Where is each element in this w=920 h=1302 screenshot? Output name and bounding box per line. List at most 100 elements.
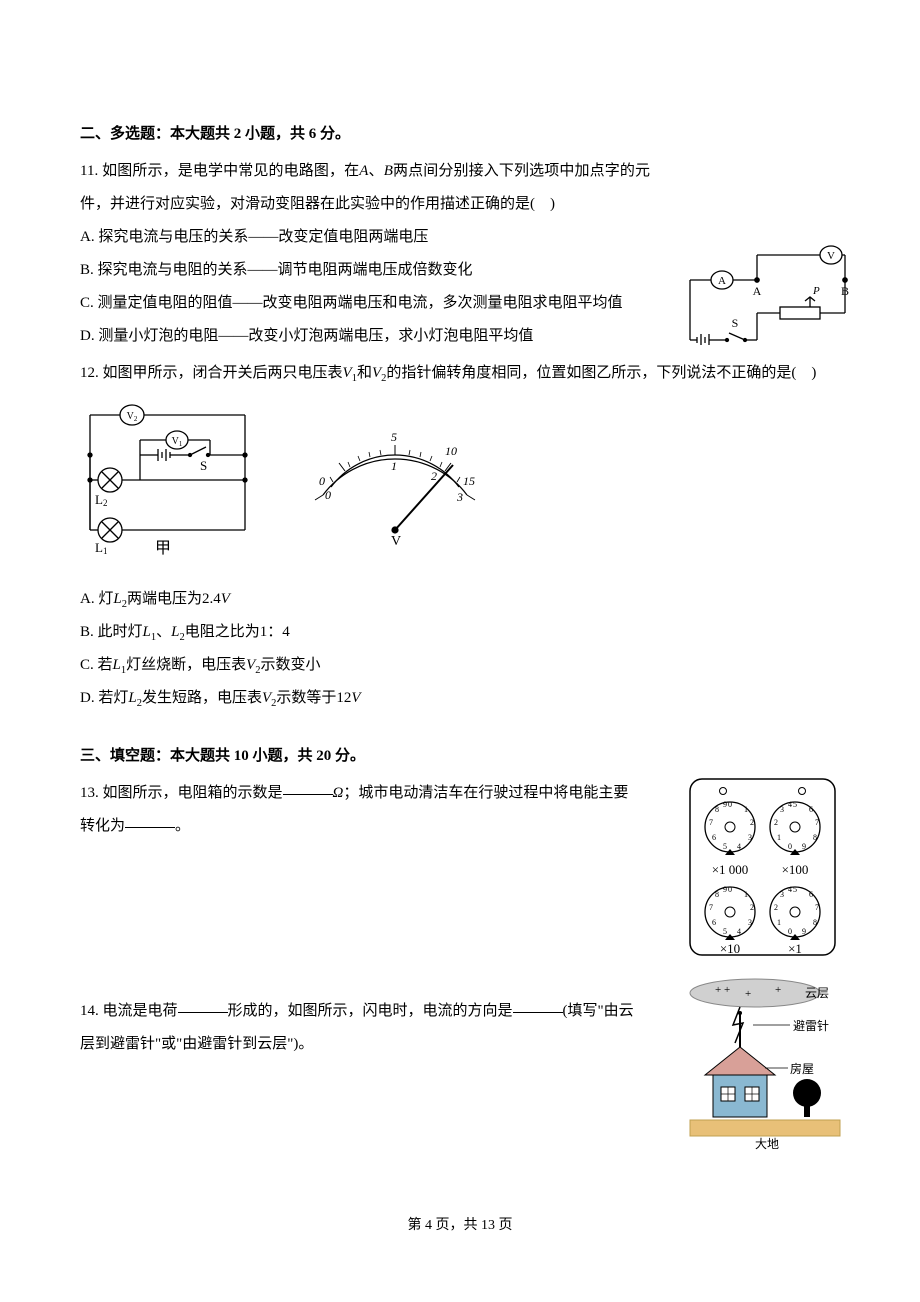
- svg-text:2: 2: [431, 469, 437, 483]
- svg-text:7: 7: [709, 818, 713, 827]
- svg-text:5: 5: [723, 927, 727, 936]
- q11-node-b-label: B: [841, 284, 849, 298]
- q13-dial-x1: ×1: [788, 941, 802, 956]
- svg-text:V2: V2: [127, 411, 138, 423]
- q11-node-a-label: A: [753, 284, 762, 298]
- q14-p1: 电流是电荷: [103, 1003, 178, 1019]
- svg-text:8: 8: [715, 805, 719, 814]
- q12-circuit-jia: V2 V1 S L2 L1 甲: [80, 400, 255, 568]
- svg-text:3: 3: [748, 918, 752, 927]
- q14-ground-label: 大地: [755, 1137, 779, 1150]
- svg-text:1: 1: [777, 833, 781, 842]
- svg-text:0: 0: [728, 800, 732, 809]
- q14-lightning-diagram: + + + + 云层 避雷针 房屋: [685, 975, 840, 1163]
- svg-text:2: 2: [774, 903, 778, 912]
- svg-text:4: 4: [737, 927, 741, 936]
- svg-text:1: 1: [744, 805, 748, 814]
- q13-p1: 如图所示，电阻箱的示数是: [103, 785, 283, 801]
- q12-text-p1: 如图甲所示，闭合开关后两只电压表: [103, 365, 343, 381]
- svg-text:7: 7: [709, 903, 713, 912]
- svg-text:3: 3: [780, 805, 784, 814]
- svg-text:0: 0: [788, 927, 792, 936]
- question-14: 14. 电流是电荷形成的，如图所示，闪电时，电流的方向是(填写"由云层到避雷针"…: [80, 995, 840, 1165]
- q12-option-b: B. 此时灯L1、L2电阻之比为1：4: [80, 616, 840, 649]
- q13-number: 13.: [80, 785, 99, 801]
- page-footer: 第 4 页，共 13 页: [0, 1211, 920, 1242]
- svg-text:6: 6: [712, 833, 716, 842]
- q13-text: 13. 如图所示，电阻箱的示数是Ω；城市电动清洁车在行驶过程中将电能主要转化为。: [80, 777, 640, 843]
- q14-house-label: 房屋: [790, 1061, 814, 1076]
- svg-text:5: 5: [793, 885, 797, 894]
- svg-text:1: 1: [777, 918, 781, 927]
- q11-circuit-diagram: A V A B S P: [685, 245, 850, 345]
- question-13: 13. 如图所示，电阻箱的示数是Ω；城市电动清洁车在行驶过程中将电能主要转化为。…: [80, 777, 840, 947]
- q12-meter-yi: 0 0 5 1 10 2 15 3 V 乙: [305, 425, 485, 568]
- svg-text:S: S: [200, 458, 207, 473]
- svg-text:0: 0: [319, 474, 325, 488]
- q12-number: 12.: [80, 365, 99, 381]
- q13-blank2: [125, 813, 175, 828]
- svg-text:0: 0: [728, 885, 732, 894]
- q13-unit: Ω: [333, 785, 344, 801]
- svg-text:2: 2: [774, 818, 778, 827]
- q14-blank2: [513, 998, 563, 1013]
- q11-text-p2: 、: [368, 163, 383, 179]
- svg-text:6: 6: [712, 918, 716, 927]
- q13-blank1: [283, 780, 333, 795]
- svg-text:L1: L1: [95, 540, 107, 555]
- q13-dial-x10: ×10: [720, 941, 740, 956]
- svg-text:0: 0: [325, 488, 331, 502]
- q13-dial-x100: ×100: [782, 862, 809, 877]
- q12-text-p3: 的指针偏转角度相同，位置如图乙所示，下列说法不正确的是( ): [386, 365, 816, 381]
- svg-text:L2: L2: [95, 492, 107, 508]
- q11-switch-label: S: [732, 316, 739, 330]
- svg-text:V: V: [391, 534, 401, 549]
- svg-text:3: 3: [780, 890, 784, 899]
- svg-text:4: 4: [737, 842, 741, 851]
- svg-text:3: 3: [456, 490, 463, 504]
- svg-text:9: 9: [802, 842, 806, 851]
- svg-text:15: 15: [463, 474, 475, 488]
- question-12: 12. 如图甲所示，闭合开关后两只电压表V1和V2的指针偏转角度相同，位置如图乙…: [80, 357, 840, 715]
- q11-slider-label: P: [812, 285, 820, 297]
- q12-label-jia: 甲: [155, 540, 171, 555]
- q11-B-var: B: [384, 163, 393, 179]
- svg-text:4: 4: [788, 800, 792, 809]
- svg-text:8: 8: [813, 918, 817, 927]
- q11-ammeter-label: A: [718, 275, 726, 287]
- section3-title: 三、填空题：本大题共 10 小题，共 20 分。: [80, 740, 840, 773]
- svg-text:2: 2: [750, 818, 754, 827]
- svg-text:V1: V1: [172, 436, 183, 448]
- svg-text:7: 7: [815, 818, 819, 827]
- q13-resistance-box: ×1 000 ×100 ×10 ×1 01234: [685, 777, 840, 970]
- q12-text: 12. 如图甲所示，闭合开关后两只电压表V1和V2的指针偏转角度相同，位置如图乙…: [80, 357, 840, 390]
- svg-text:5: 5: [391, 430, 397, 444]
- q14-text: 14. 电流是电荷形成的，如图所示，闪电时，电流的方向是(填写"由云层到避雷针"…: [80, 995, 640, 1061]
- q11-number: 11.: [80, 163, 98, 179]
- q14-blank1: [178, 998, 228, 1013]
- q11-voltmeter-label: V: [827, 250, 835, 262]
- svg-text:5: 5: [723, 842, 727, 851]
- section2-title: 二、多选题：本大题共 2 小题，共 6 分。: [80, 118, 840, 151]
- svg-text:8: 8: [813, 833, 817, 842]
- svg-text:1: 1: [744, 890, 748, 899]
- q14-cloud-label: 云层: [805, 986, 829, 1000]
- svg-text:7: 7: [815, 903, 819, 912]
- svg-text:4: 4: [788, 885, 792, 894]
- svg-text:9: 9: [802, 927, 806, 936]
- q11-text-p1: 如图所示，是电学中常见的电路图，在: [102, 163, 359, 179]
- q14-number: 14.: [80, 1003, 99, 1019]
- svg-text:0: 0: [788, 842, 792, 851]
- svg-text:2: 2: [750, 903, 754, 912]
- q12-option-a: A. 灯L2两端电压为2.4V: [80, 583, 840, 616]
- svg-text:3: 3: [748, 833, 752, 842]
- q13-dial-x1000: ×1 000: [712, 862, 749, 877]
- svg-text:8: 8: [715, 890, 719, 899]
- svg-text:9: 9: [723, 800, 727, 809]
- svg-text:9: 9: [723, 885, 727, 894]
- svg-text:+: +: [745, 988, 751, 1000]
- svg-text:5: 5: [793, 800, 797, 809]
- q11-text: 11. 如图所示，是电学中常见的电路图，在A、B两点间分别接入下列选项中加点字的…: [80, 155, 650, 221]
- q13-p3: 。: [175, 818, 190, 834]
- svg-text:6: 6: [809, 805, 813, 814]
